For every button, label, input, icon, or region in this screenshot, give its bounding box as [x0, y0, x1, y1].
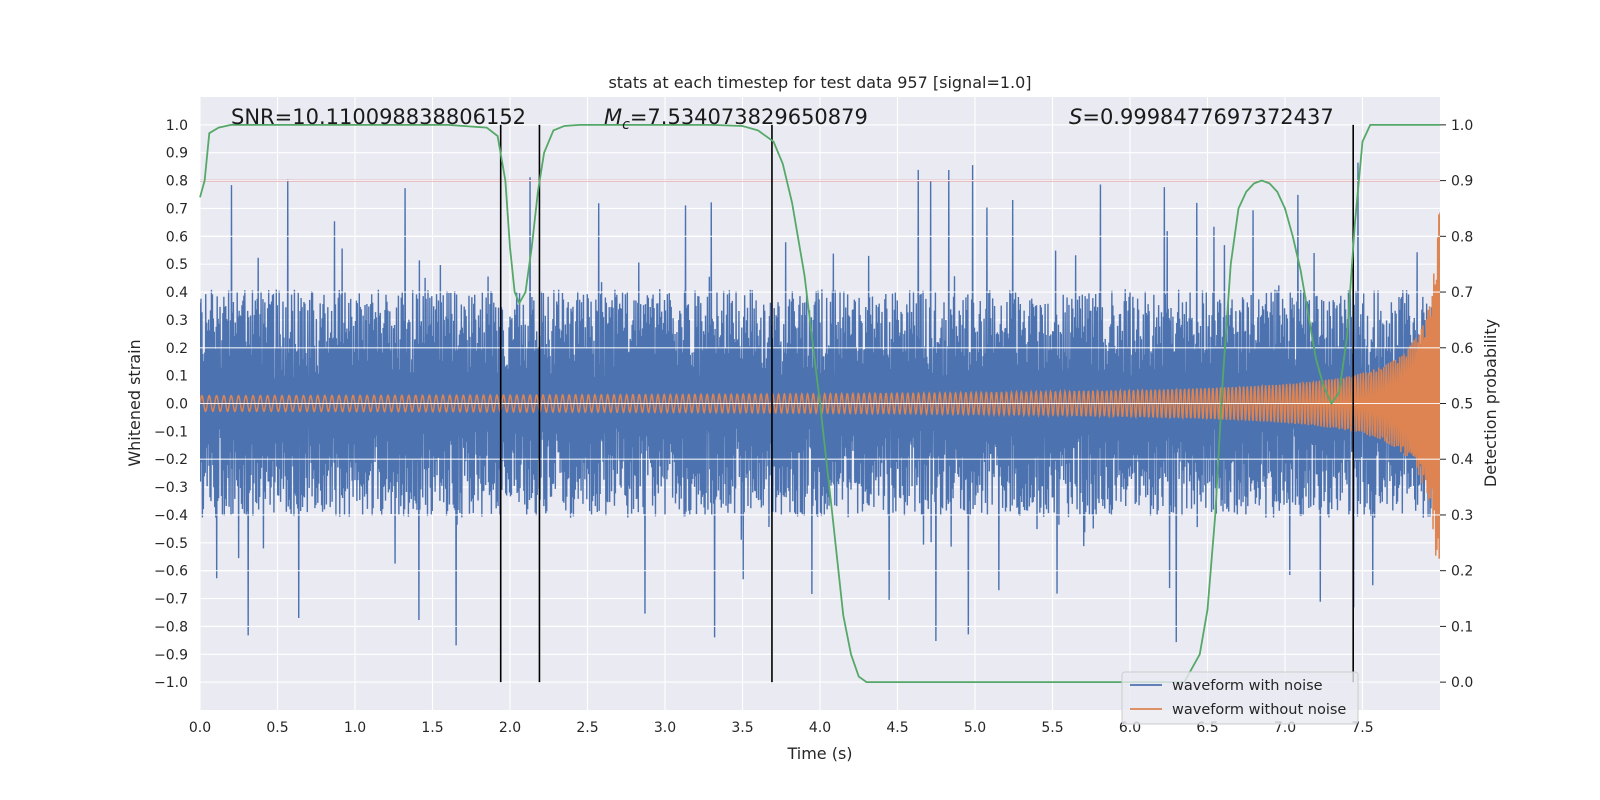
y-tick-label-15: −0.5: [154, 536, 188, 552]
y2-tick-label-10: 0.0: [1451, 675, 1473, 691]
tick-labels: 0.0 0.5 1.0 1.5 2.0 2.5 3.0 3.5 4.0 4.5 5.0 5.5 6.0 6…: [154, 118, 1473, 736]
y-tick-label-3: 0.7: [166, 201, 188, 217]
x-tick-label-3: 1.5: [421, 720, 443, 736]
y2-tick-label-5: 0.5: [1451, 397, 1473, 413]
s-value: =0.9998477697372437: [1082, 105, 1333, 129]
x-axis-label: Time (s): [786, 744, 852, 763]
y2-tick-label-9: 0.1: [1451, 619, 1473, 635]
y-tick-label-10: 0.0: [166, 397, 188, 413]
y-tick-label-14: −0.4: [154, 508, 188, 524]
y2-tick-label-7: 0.3: [1451, 508, 1473, 524]
y-tick-label-6: 0.4: [166, 285, 188, 301]
x-tick-label-11: 5.5: [1041, 720, 1063, 736]
x-tick-label-8: 4.0: [809, 720, 831, 736]
x-tick-label-10: 5.0: [964, 720, 986, 736]
y-tick-label-8: 0.2: [166, 341, 188, 357]
y-tick-label-2: 0.8: [166, 174, 188, 190]
y2-axis-label: Detection probability: [1481, 319, 1500, 487]
s-annotation: S=0.9998477697372437: [1069, 105, 1334, 129]
y2-tick-label-4: 0.6: [1451, 341, 1473, 357]
chirp-mass-symbol: M: [604, 105, 622, 129]
series-detection-probability: [199, 123, 1440, 684]
threshold-lines: [200, 124, 1440, 683]
x-tick-label-2: 1.0: [344, 720, 366, 736]
chart-title: stats at each timestep for test data 957…: [608, 73, 1031, 92]
y2-tick-label-8: 0.2: [1451, 564, 1473, 580]
x-tick-label-0: 0.0: [189, 720, 211, 736]
y-tick-label-13: −0.3: [154, 480, 188, 496]
chirp-mass-value: =7.534073829650879: [630, 105, 868, 129]
snr-annotation: SNR=10.110098838806152: [231, 105, 526, 129]
y-tick-label-11: −0.1: [154, 424, 188, 440]
legend-label-clean: waveform without noise: [1172, 702, 1346, 718]
y-axis-label: Whitened strain: [125, 339, 144, 466]
legend-box: [1121, 671, 1359, 725]
y-tick-label-17: −0.7: [154, 592, 188, 608]
y-tick-label-0: 1.0: [166, 118, 188, 134]
x-tick-label-1: 0.5: [266, 720, 288, 736]
y-tick-label-7: 0.3: [166, 313, 188, 329]
legend-label-noise: waveform with noise: [1172, 678, 1323, 694]
y2-tick-label-6: 0.4: [1451, 452, 1473, 468]
legend: waveform with noise waveform without noi…: [1121, 671, 1359, 725]
x-tick-label-7: 3.5: [731, 720, 753, 736]
probability-line: [199, 123, 1440, 684]
y-tick-label-16: −0.6: [154, 564, 188, 580]
x-tick-label-4: 2.0: [499, 720, 521, 736]
chirp-mass-annotation: Mc=7.534073829650879: [604, 105, 868, 133]
chirp-mass-subscript: c: [622, 117, 630, 133]
x-tick-label-9: 4.5: [886, 720, 908, 736]
x-tick-label-6: 3.0: [654, 720, 676, 736]
y-tick-label-9: 0.1: [166, 369, 188, 385]
y-tick-label-12: −0.2: [154, 452, 188, 468]
y2-tick-label-3: 0.7: [1451, 285, 1473, 301]
s-symbol: S: [1069, 105, 1082, 129]
y-tick-label-5: 0.5: [166, 257, 188, 273]
vertical-markers: [499, 124, 1354, 683]
x-tick-label-5: 2.5: [576, 720, 598, 736]
y-tick-label-18: −0.8: [154, 619, 188, 635]
y-tick-label-20: −1.0: [154, 675, 188, 691]
y2-tick-label-1: 0.9: [1451, 174, 1473, 190]
y-tick-label-19: −0.9: [154, 647, 188, 663]
y2-tick-label-2: 0.8: [1451, 229, 1473, 245]
y-tick-label-1: 0.9: [166, 146, 188, 162]
y-tick-label-4: 0.6: [166, 229, 188, 245]
y2-tick-label-0: 1.0: [1451, 118, 1473, 134]
